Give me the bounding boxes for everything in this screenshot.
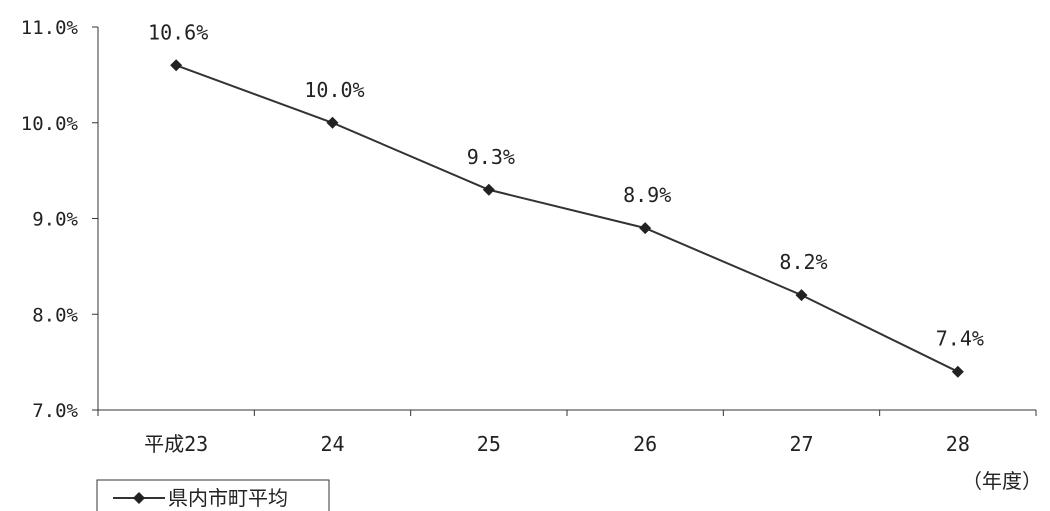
x-tick-label: 平成23 <box>144 432 208 456</box>
data-point-marker <box>482 183 495 196</box>
x-tick-label: 28 <box>946 432 970 456</box>
data-value-label: 10.0% <box>304 78 364 102</box>
data-point-marker <box>170 59 183 72</box>
data-point-marker <box>639 222 652 235</box>
data-value-label: 8.9% <box>623 183 671 207</box>
y-axis-ticks: 7.0% 8.0% 9.0% 10.0% 11.0% <box>21 17 98 422</box>
data-point-marker <box>951 365 964 378</box>
legend: 県内市町平均 <box>96 479 330 511</box>
axes <box>97 27 1036 411</box>
data-labels: 10.6% 10.0% 9.3% 8.9% 8.2% 7.4% <box>148 20 984 350</box>
data-point-marker <box>326 116 339 129</box>
legend-marker-diamond <box>133 492 145 504</box>
data-value-label: 7.4% <box>936 327 984 351</box>
y-tick-label: 9.0% <box>32 209 78 231</box>
data-point-marker <box>795 289 808 302</box>
y-tick-label: 8.0% <box>32 304 78 326</box>
data-value-label: 10.6% <box>148 20 208 44</box>
y-tick-label: 11.0% <box>21 17 79 39</box>
x-tick-label: 24 <box>320 432 344 456</box>
x-tick-label: 27 <box>789 432 813 456</box>
series-line <box>175 64 959 373</box>
x-axis-unit-label: （年度） <box>962 469 1042 493</box>
y-tick-label: 10.0% <box>21 113 79 135</box>
legend-series-label: 県内市町平均 <box>168 486 288 510</box>
x-tick-label: 25 <box>477 432 501 456</box>
data-value-label: 8.2% <box>779 250 827 274</box>
x-axis-ticks: 平成23 24 25 26 27 28 <box>97 410 1037 456</box>
series-layer <box>170 59 964 378</box>
y-tick-label: 7.0% <box>32 400 78 422</box>
data-value-label: 9.3% <box>467 145 515 169</box>
x-tick-label: 26 <box>633 432 657 456</box>
